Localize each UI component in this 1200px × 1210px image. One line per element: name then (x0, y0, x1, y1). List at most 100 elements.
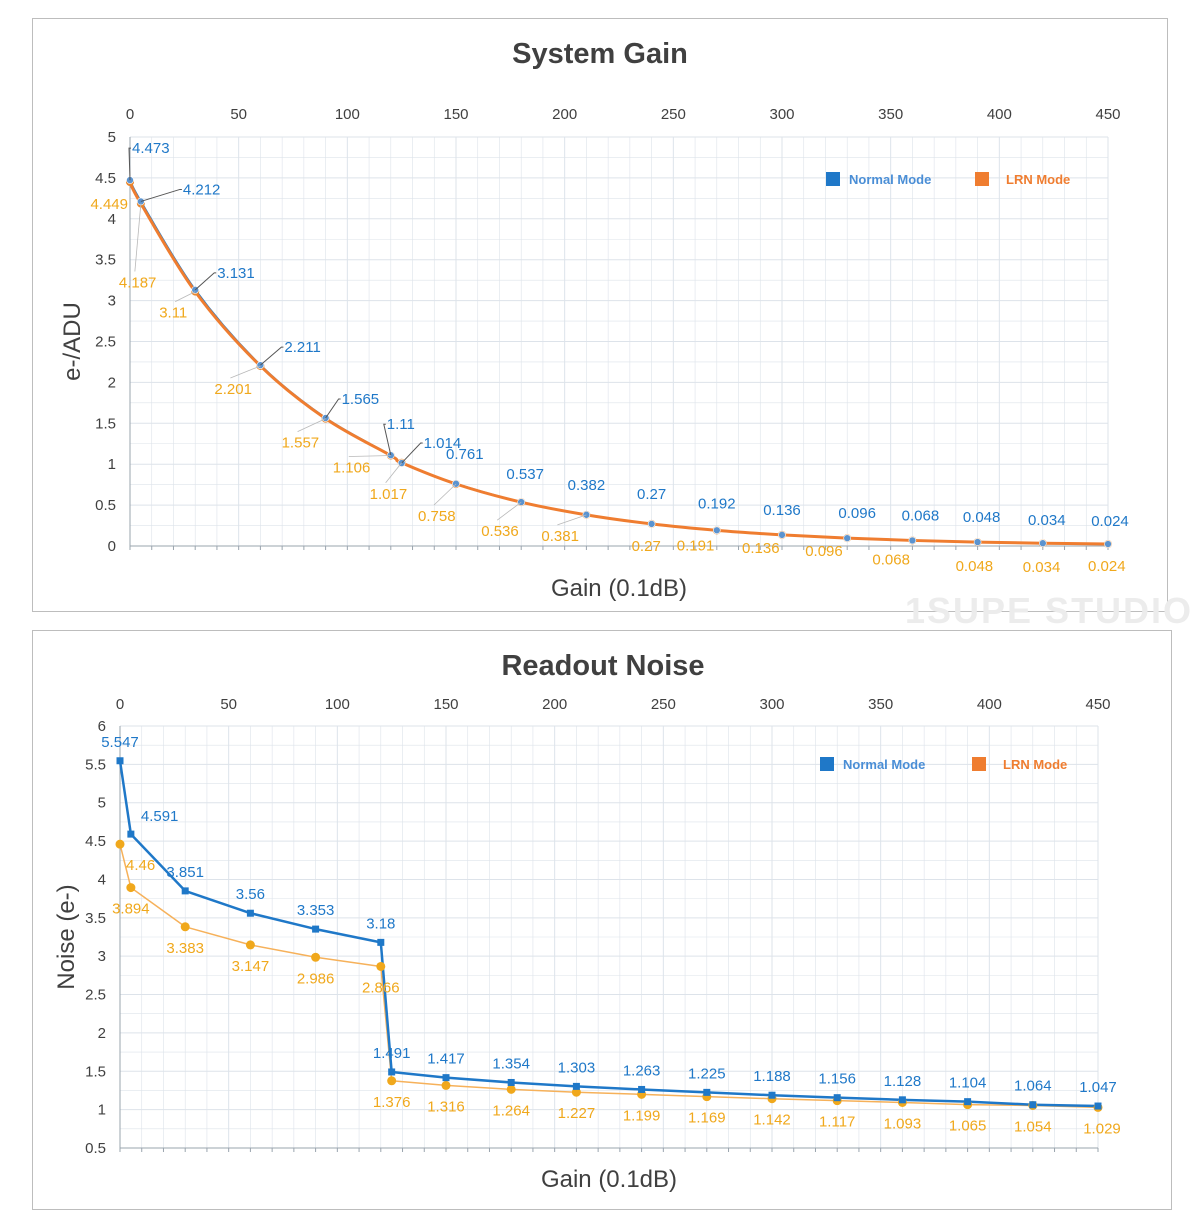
y-tick-label: 4.5 (95, 170, 116, 187)
y-axis-label: Noise (e-) (53, 884, 80, 989)
data-label-leader (496, 501, 522, 521)
lrn-mode-point (506, 1084, 516, 1094)
normal-mode-point (898, 1096, 906, 1104)
lrn-mode-data-label: 0.048 (956, 558, 994, 575)
lrn-mode-data-label: 0.191 (677, 537, 715, 554)
normal-mode-point (908, 536, 917, 545)
x-tick-label: 300 (769, 106, 794, 123)
normal-mode-point (572, 1082, 580, 1090)
normal-mode-data-label: 3.18 (366, 915, 395, 932)
normal-mode-data-label: 0.048 (963, 509, 1001, 526)
data-label-leader (260, 346, 284, 366)
normal-mode-data-label: 0.068 (902, 507, 940, 524)
x-tick-label: 400 (977, 696, 1002, 713)
lrn-mode-data-label: 3.11 (159, 305, 187, 322)
y-tick-label: 1 (108, 456, 116, 473)
data-label-leader (401, 442, 423, 464)
x-tick-label: 150 (443, 106, 468, 123)
normal-mode-data-label: 0.761 (446, 446, 484, 463)
normal-mode-line (118, 760, 1099, 1108)
normal-mode-data-label: 0.192 (698, 495, 736, 512)
x-tick-label: 0 (116, 696, 124, 713)
data-label-leader (175, 291, 196, 302)
normal-mode-data-label: 1.188 (753, 1068, 791, 1085)
x-tick-label: 50 (220, 696, 237, 713)
data-label-leader (297, 418, 326, 433)
normal-mode-point (582, 510, 591, 519)
lrn-mode-data-label: 2.986 (297, 970, 335, 987)
lrn-mode-data-label: 1.106 (333, 460, 371, 477)
data-label-leader (385, 462, 402, 484)
normal-mode-point (246, 909, 254, 917)
lrn-mode-data-label: 1.017 (370, 486, 408, 503)
readout-noise-chart-panel (32, 630, 1172, 1210)
normal-mode-data-label: 0.537 (506, 466, 544, 483)
normal-mode-data-label: 4.591 (141, 808, 179, 825)
lrn-mode-data-label: 1.264 (492, 1102, 530, 1119)
normal-mode-point (1104, 540, 1112, 548)
y-tick-label: 1.5 (95, 415, 116, 432)
normal-mode-point (312, 925, 320, 933)
x-tick-label: 450 (1085, 696, 1110, 713)
normal-mode-point (647, 520, 656, 528)
x-axis-label: Gain (0.1dB) (541, 1166, 677, 1193)
data-label-leader (128, 147, 131, 181)
lrn-mode-point (441, 1080, 451, 1090)
data-label-leader (557, 514, 587, 526)
normal-mode-data-label: 3.56 (236, 886, 265, 903)
normal-mode-data-label: 3.851 (166, 864, 204, 881)
x-tick-label: 350 (878, 106, 903, 123)
lrn-mode-data-label: 0.096 (805, 543, 843, 560)
x-tick-label: 400 (987, 106, 1012, 123)
y-tick-label: 6 (98, 718, 106, 735)
lrn-mode-point (376, 961, 386, 971)
y-tick-label: 2 (108, 374, 116, 391)
lrn-mode-data-label: 1.093 (884, 1116, 922, 1133)
data-label-leader (134, 203, 142, 272)
normal-mode-data-label: 0.382 (568, 477, 606, 494)
data-label-leader (140, 188, 182, 202)
normal-mode-data-label: 1.225 (688, 1065, 726, 1082)
normal-mode-point (768, 1091, 776, 1099)
x-tick-label: 50 (230, 106, 247, 123)
lrn-mode-data-label: 0.758 (418, 508, 456, 525)
normal-mode-data-label: 1.064 (1014, 1078, 1052, 1095)
lrn-mode-data-label: 1.376 (373, 1094, 411, 1111)
lrn-mode-data-label: 4.46 (126, 857, 155, 874)
normal-mode-point (116, 757, 124, 765)
x-tick-label: 150 (433, 696, 458, 713)
normal-mode-point (964, 1098, 972, 1106)
lrn-mode-point (311, 952, 321, 962)
lrn-mode-data-label: 1.054 (1014, 1118, 1052, 1135)
normal-mode-data-label: 1.104 (949, 1075, 987, 1092)
normal-mode-point (1029, 1101, 1037, 1109)
lrn-mode-data-label: 3.383 (166, 940, 204, 957)
lrn-mode-data-label: 0.136 (742, 540, 780, 557)
y-tick-label: 3 (108, 293, 116, 310)
lrn-mode-data-label: 3.147 (232, 958, 270, 975)
normal-mode-data-label: 2.211 (284, 339, 320, 356)
x-tick-label: 0 (126, 106, 134, 123)
lrn-mode-data-label: 1.142 (753, 1112, 791, 1129)
lrn-mode-data-label: 1.199 (623, 1107, 661, 1124)
data-label-leader (325, 398, 341, 419)
normal-mode-data-label: 1.354 (492, 1055, 530, 1072)
normal-mode-point (181, 887, 189, 895)
lrn-mode-data-label: 4.187 (119, 275, 157, 292)
normal-mode-data-label: 0.034 (1028, 512, 1066, 529)
normal-mode-data-label: 0.096 (838, 505, 876, 522)
x-tick-label: 450 (1095, 106, 1120, 123)
legend-lrn-mode-swatch (975, 172, 989, 186)
y-tick-label: 0.5 (85, 1140, 106, 1157)
lrn-mode-data-label: 1.227 (558, 1105, 596, 1122)
normal-mode-data-label: 1.303 (558, 1059, 596, 1076)
lrn-mode-point (115, 839, 125, 849)
lrn-mode-point (571, 1087, 581, 1097)
lrn-mode-data-label: 0.27 (632, 538, 661, 555)
normal-mode-data-label: 0.27 (637, 486, 666, 503)
x-axis-label: Gain (0.1dB) (551, 575, 687, 602)
y-tick-label: 4 (98, 871, 106, 888)
normal-mode-point (973, 538, 982, 546)
